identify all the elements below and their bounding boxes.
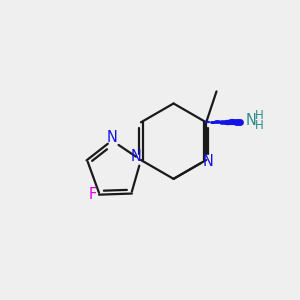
Text: N: N	[107, 130, 118, 145]
Text: H: H	[255, 109, 264, 122]
Text: N: N	[131, 149, 142, 164]
Text: H: H	[255, 119, 264, 132]
Text: N: N	[245, 113, 256, 128]
Text: F: F	[89, 187, 97, 202]
Text: N: N	[202, 154, 213, 169]
